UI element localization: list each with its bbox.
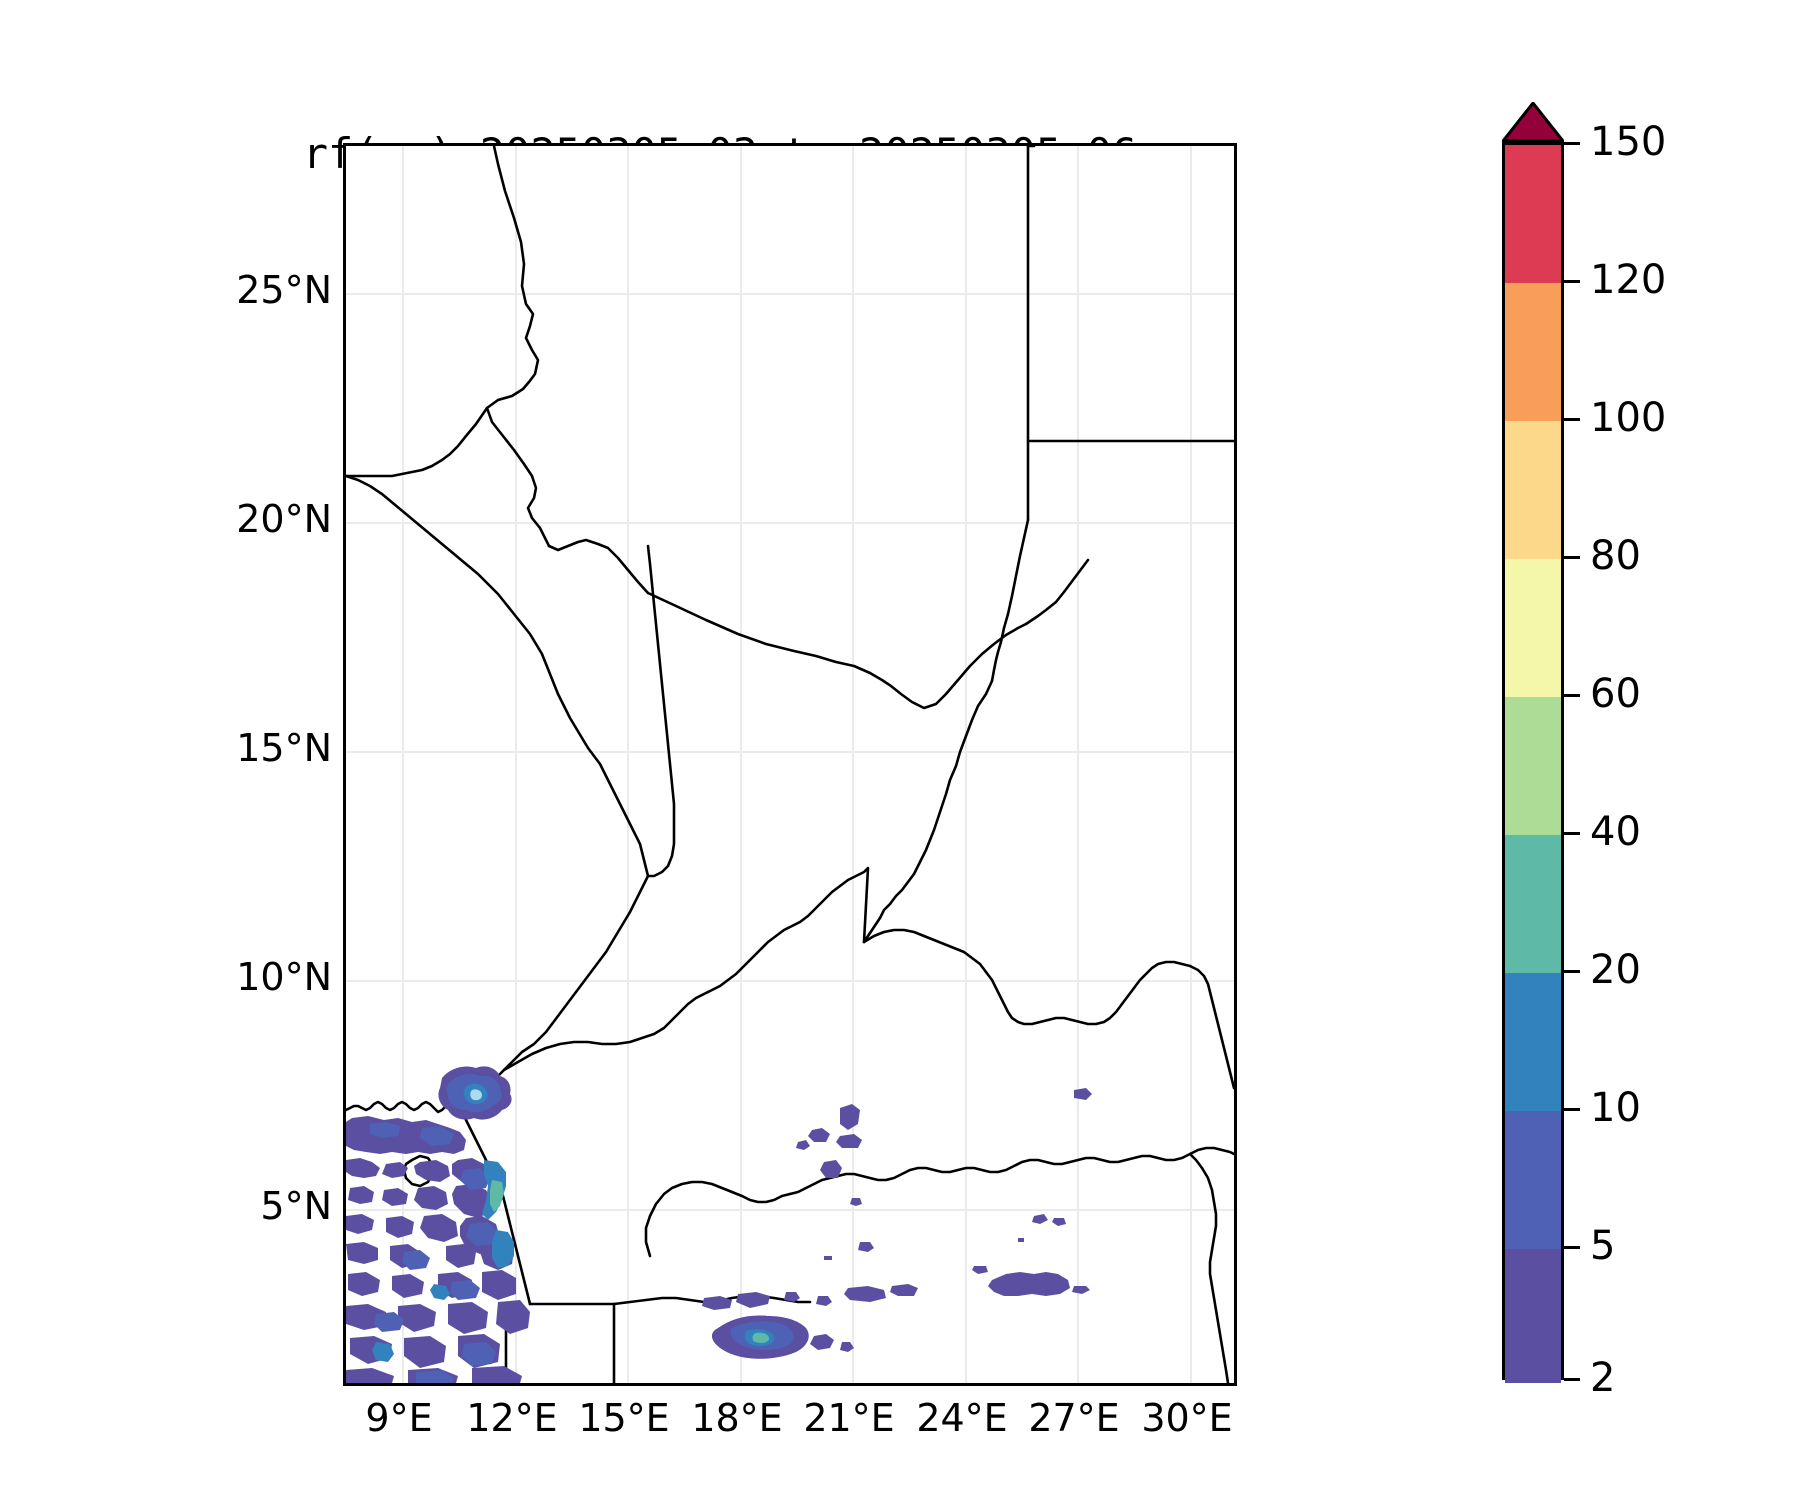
rain-cells-car-border <box>796 1104 862 1178</box>
cb-tick-150 <box>1564 142 1580 145</box>
cb-label-120: 120 <box>1590 257 1667 303</box>
rain-cells-gulf-of-guinea-peak <box>490 1180 504 1212</box>
rain-cell-central-nigeria <box>438 1066 512 1120</box>
xtick-label-30e: 30°E <box>1141 1396 1233 1440</box>
cb-seg-10-20 <box>1505 973 1561 1111</box>
gridline-lon-24 <box>965 146 967 1383</box>
gridline-lat-20 <box>346 522 1234 524</box>
cb-seg-60-80 <box>1505 559 1561 697</box>
ytick-label-10n: 10°N <box>236 955 332 999</box>
cb-label-20: 20 <box>1590 947 1641 993</box>
xtick-label-27e: 27°E <box>1028 1396 1120 1440</box>
cb-tick-2 <box>1564 1378 1580 1381</box>
cb-label-80: 80 <box>1590 533 1641 579</box>
xtick-label-9e: 9°E <box>365 1396 433 1440</box>
rainfall-contour-layer <box>346 1066 1092 1383</box>
xtick-label-21e: 21°E <box>803 1396 895 1440</box>
gridline-lat-10 <box>346 980 1234 982</box>
gridline-lon-15 <box>627 146 629 1383</box>
colorbar[interactable]: 150 120 100 80 60 40 20 10 5 2 <box>1502 102 1666 1401</box>
xtick-label-18e: 18°E <box>691 1396 783 1440</box>
cb-seg-40-60 <box>1505 697 1561 835</box>
ytick-label-25n: 25°N <box>236 268 332 312</box>
ytick-label-5n: 5°N <box>260 1184 332 1228</box>
rain-specks-east <box>824 1088 1092 1260</box>
gridline-lat-25 <box>346 293 1234 295</box>
ytick-label-20n: 20°N <box>236 497 332 541</box>
gridline-lat-5 <box>346 1209 1234 1211</box>
cb-seg-120-150 <box>1505 145 1561 283</box>
cb-label-2: 2 <box>1590 1355 1616 1401</box>
map-plot-area[interactable] <box>343 143 1237 1386</box>
cb-tick-80 <box>1564 556 1580 559</box>
cb-seg-2-5 <box>1505 1249 1561 1383</box>
gridline-lon-30 <box>1190 146 1192 1383</box>
gridline-lon-12 <box>515 146 517 1383</box>
cb-label-10: 10 <box>1590 1085 1641 1131</box>
gridline-lon-21 <box>852 146 854 1383</box>
cb-seg-20-40 <box>1505 835 1561 973</box>
cb-seg-5-10 <box>1505 1111 1561 1249</box>
cb-tick-5 <box>1564 1246 1580 1249</box>
cb-tick-120 <box>1564 280 1580 283</box>
xtick-label-15e: 15°E <box>578 1396 670 1440</box>
cb-label-40: 40 <box>1590 809 1641 855</box>
cb-tick-20 <box>1564 970 1580 973</box>
xtick-label-24e: 24°E <box>916 1396 1008 1440</box>
gridline-lat-15 <box>346 751 1234 753</box>
ytick-label-15n: 15°N <box>236 726 332 770</box>
rain-cells-car-south <box>702 1198 918 1310</box>
cb-tick-40 <box>1564 832 1580 835</box>
rain-cells-gulf-of-guinea-mid <box>370 1122 498 1383</box>
cb-label-150: 150 <box>1590 119 1667 165</box>
colorbar-body[interactable] <box>1502 142 1564 1383</box>
cb-seg-80-100 <box>1505 421 1561 559</box>
gridline-lon-9 <box>402 146 404 1383</box>
xtick-label-12e: 12°E <box>466 1396 558 1440</box>
map-inner <box>346 146 1234 1383</box>
cb-seg-100-120 <box>1505 283 1561 421</box>
colorbar-extend-arrow <box>1502 102 1564 142</box>
cb-tick-100 <box>1564 418 1580 421</box>
gridline-lon-27 <box>1077 146 1079 1383</box>
rain-cells-drc-north <box>972 1266 1090 1296</box>
rain-cell-north-congo <box>711 1315 854 1359</box>
country-borders-layer <box>346 146 1234 1383</box>
cb-label-100: 100 <box>1590 395 1667 441</box>
cb-tick-60 <box>1564 694 1580 697</box>
cb-tick-10 <box>1564 1108 1580 1111</box>
cb-label-5: 5 <box>1590 1223 1616 1269</box>
gridline-lon-18 <box>740 146 742 1383</box>
cb-label-60: 60 <box>1590 671 1641 717</box>
